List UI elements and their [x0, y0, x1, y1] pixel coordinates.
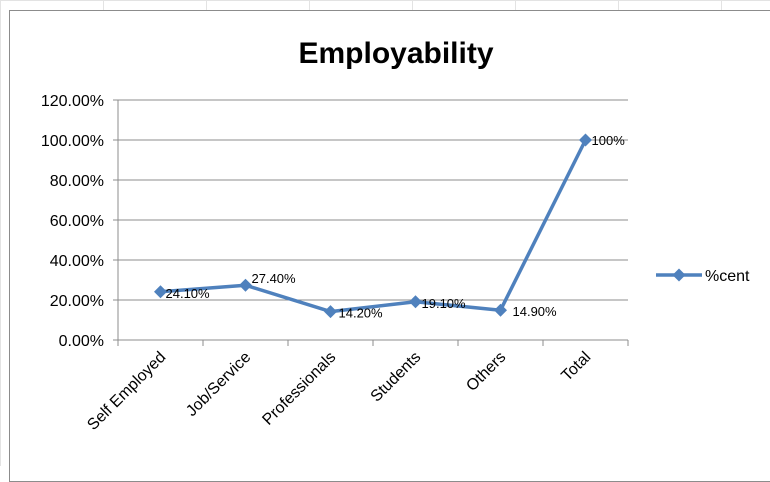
- axes: [113, 99, 629, 346]
- data-labels: 24.10% 27.40% 14.20% 19.10% 14.90% 100%: [166, 133, 626, 321]
- y-tick-label: 20.00%: [50, 293, 104, 310]
- data-label: 14.20%: [339, 306, 384, 321]
- series-group: [154, 133, 592, 319]
- x-tick-label: Job/Service: [183, 349, 254, 420]
- y-tick-labels: 0.00% 20.00% 40.00% 60.00% 80.00% 100.00% 120.…: [41, 93, 104, 350]
- x-tick-label: Professionals: [259, 349, 339, 429]
- data-point[interactable]: [494, 303, 507, 317]
- y-tick-label: 120.00%: [41, 93, 104, 110]
- legend-marker: [672, 268, 686, 282]
- chart-title: Employability: [298, 37, 493, 70]
- legend-label: %cent: [705, 268, 750, 285]
- y-tick-label: 80.00%: [50, 173, 104, 190]
- data-point[interactable]: [239, 278, 252, 292]
- legend: %cent: [656, 268, 750, 285]
- data-label: 14.90%: [513, 304, 558, 319]
- y-tick-label: 100.00%: [41, 133, 104, 150]
- chart-frame[interactable]: [9, 10, 770, 482]
- x-tick-labels: Self Employed Job/Service Professionals Stu…: [84, 349, 594, 434]
- y-tick-label: 0.00%: [59, 333, 104, 350]
- x-tick-label: Total: [558, 349, 594, 385]
- data-label: 24.10%: [166, 286, 211, 301]
- x-tick-label: Students: [368, 349, 425, 406]
- data-label: 19.10%: [422, 296, 467, 311]
- data-point[interactable]: [324, 305, 337, 319]
- data-point[interactable]: [409, 295, 422, 309]
- line-chart[interactable]: Employability 0.00% 20.00% 40.00% 60.00% 80.…: [0, 0, 770, 466]
- series-line: [160, 139, 588, 314]
- x-tick-label: Others: [463, 349, 509, 395]
- gridlines: [118, 99, 628, 301]
- y-tick-label: 60.00%: [50, 213, 104, 230]
- data-label: 27.40%: [252, 271, 297, 286]
- data-point[interactable]: [579, 133, 592, 147]
- x-tick-label: Self Employed: [84, 349, 169, 434]
- y-tick-label: 40.00%: [50, 253, 104, 270]
- data-label: 100%: [592, 133, 626, 148]
- data-point[interactable]: [154, 285, 167, 299]
